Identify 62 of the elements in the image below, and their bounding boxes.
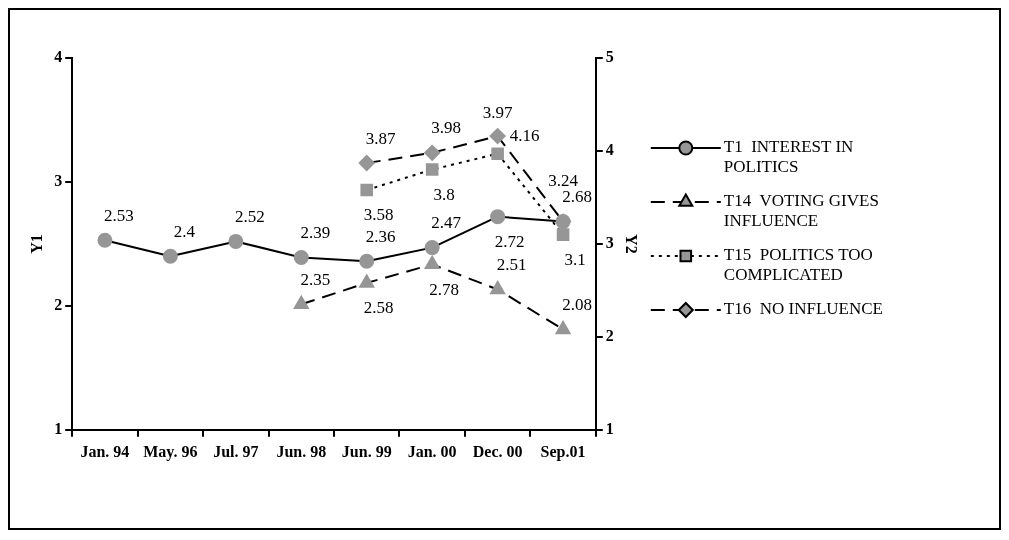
data-label: 2.47	[431, 213, 462, 233]
point	[359, 253, 375, 269]
point	[490, 280, 506, 295]
data-label: 2.36	[365, 226, 396, 246]
point	[359, 274, 375, 288]
point	[97, 232, 113, 248]
x-tick-label: Dec. 00	[472, 442, 523, 460]
legend-label: T1 INTEREST IN POLITICS	[723, 137, 854, 177]
data-label: 2.78	[429, 279, 460, 299]
data-label: 3.8	[433, 185, 455, 205]
point	[162, 248, 178, 264]
y2-tick-label: 3	[605, 234, 614, 252]
y-tick-label: 2	[54, 296, 63, 314]
x-tick-label: Jan. 94	[80, 442, 130, 460]
data-label: 2.51	[496, 254, 527, 274]
x-tick-label: Jul. 97	[213, 442, 259, 460]
data-label: 2.72	[494, 232, 525, 252]
y2-tick-label: 1	[605, 419, 614, 437]
data-label: 3.87	[365, 128, 397, 148]
point	[425, 163, 439, 176]
y-tick-label: 1	[54, 419, 63, 437]
x-tick-label: Sep.01	[540, 442, 586, 461]
point	[490, 209, 506, 225]
data-label: 3.98	[431, 118, 462, 138]
x-tick-label: May. 96	[143, 442, 198, 461]
data-label: 2.58	[363, 298, 394, 318]
point	[424, 240, 440, 256]
data-label: 4.16	[509, 125, 540, 145]
point	[293, 295, 309, 310]
y2-tick-label: 5	[605, 48, 614, 66]
y-tick-label: 4	[54, 48, 63, 66]
data-label: 2.52	[234, 206, 265, 226]
point	[491, 147, 504, 161]
legend-label: T15 POLITICS TOO COMPLICATED	[723, 245, 873, 285]
y-axis-title: Y1	[27, 234, 45, 254]
x-tick-label: Jun. 99	[341, 442, 392, 460]
point	[293, 250, 309, 266]
point	[489, 128, 506, 145]
y2-tick-label: 2	[605, 326, 614, 344]
data-label: 2.08	[562, 294, 592, 314]
legend-label: T14 VOTING GIVES INFLUENCE	[723, 191, 879, 231]
data-label: 3.97	[482, 103, 513, 123]
point	[424, 255, 440, 270]
point	[556, 228, 570, 241]
point	[555, 320, 571, 335]
x-tick-label: Jan. 00	[407, 442, 457, 460]
point	[228, 233, 244, 249]
y2-tick-label: 4	[605, 141, 614, 159]
y-tick-label: 3	[54, 172, 63, 190]
legend-label: T16 NO INFLUENCE	[723, 299, 883, 319]
y2-axis-title: Y2	[623, 234, 641, 254]
point	[555, 214, 571, 230]
data-label: 2.4	[173, 221, 196, 241]
data-label: 3.1	[564, 250, 586, 270]
data-label: 3.58	[363, 205, 394, 225]
data-label: 2.39	[300, 223, 331, 242]
data-label: 2.35	[300, 269, 331, 289]
point	[358, 155, 375, 172]
point	[360, 183, 374, 197]
data-label: 2.53	[104, 205, 134, 225]
x-tick-label: Jun. 98	[276, 442, 327, 460]
point	[424, 144, 441, 161]
